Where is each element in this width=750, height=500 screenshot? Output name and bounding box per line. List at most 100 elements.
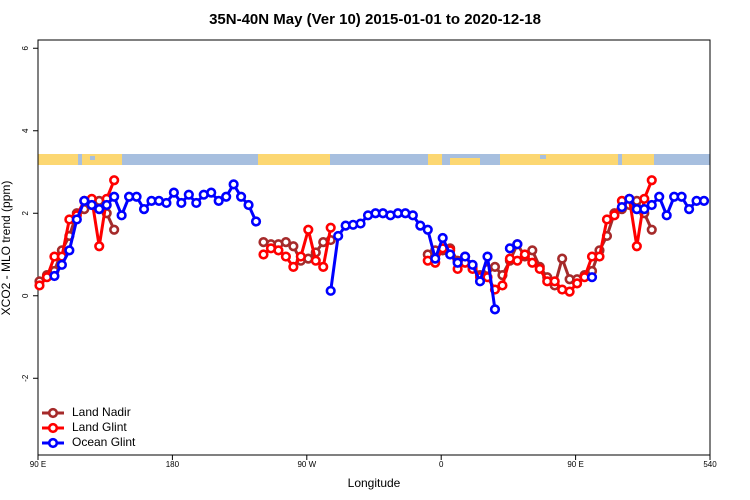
- data-point: [549, 276, 560, 287]
- legend-label: Land Glint: [72, 420, 127, 434]
- data-point: [258, 249, 269, 260]
- x-tick-label: 0: [439, 460, 444, 469]
- data-point: [228, 179, 239, 190]
- data-point: [295, 251, 306, 262]
- data-point: [176, 197, 187, 209]
- data-point: [109, 175, 120, 186]
- legend-label: Ocean Glint: [72, 435, 136, 449]
- data-point: [221, 191, 232, 202]
- data-point: [437, 232, 448, 244]
- x-tick-label: 180: [166, 460, 180, 469]
- data-point: [94, 204, 105, 215]
- data-point: [482, 251, 493, 262]
- data-point: [489, 304, 501, 315]
- data-point: [355, 218, 366, 229]
- data-point: [639, 193, 650, 204]
- data-point: [512, 255, 523, 266]
- data-point: [527, 245, 538, 256]
- data-point: [646, 199, 657, 211]
- data-point: [161, 197, 172, 209]
- data-point: [616, 201, 627, 213]
- data-point: [138, 204, 150, 215]
- data-point: [64, 245, 75, 256]
- data-point: [101, 199, 112, 211]
- y-tick-label: 2: [21, 210, 30, 215]
- data-point: [459, 251, 471, 262]
- data-point: [183, 189, 194, 200]
- x-tick-label: 90 E: [30, 460, 46, 469]
- data-point: [34, 280, 45, 291]
- data-point: [131, 191, 142, 202]
- legend-marker: [47, 437, 59, 449]
- data-point: [467, 259, 478, 270]
- data-point: [288, 241, 299, 252]
- data-point: [56, 259, 67, 270]
- data-point: [273, 245, 284, 256]
- y-axis-label: XCO2 - MLO trend (ppm): [0, 181, 13, 316]
- x-tick-label: 540: [703, 460, 717, 469]
- data-point: [654, 191, 665, 202]
- data-point: [676, 191, 687, 202]
- x-axis-label: Longitude: [348, 476, 401, 490]
- data-point: [288, 261, 299, 272]
- data-point: [452, 257, 463, 268]
- data-point: [527, 257, 538, 268]
- data-point: [407, 210, 418, 221]
- data-point: [303, 224, 314, 235]
- data-point: [318, 261, 329, 272]
- legend-marker: [47, 422, 59, 434]
- data-point: [109, 191, 120, 202]
- y-tick-label: 0: [21, 293, 30, 298]
- data-point: [661, 210, 672, 221]
- data-point: [191, 197, 202, 209]
- data-point: [564, 286, 575, 297]
- data-point: [280, 251, 291, 262]
- data-point: [571, 278, 583, 289]
- data-point: [430, 253, 441, 264]
- data-point: [519, 249, 530, 260]
- data-point: [609, 210, 620, 221]
- legend-label: Land Nadir: [72, 405, 131, 419]
- data-point: [168, 187, 179, 198]
- data-point: [683, 204, 695, 215]
- data-point: [325, 222, 336, 233]
- x-tick-label: 90 E: [567, 460, 583, 469]
- series: [49, 179, 710, 315]
- data-point: [504, 243, 515, 254]
- data-point: [646, 224, 657, 235]
- data-point: [206, 187, 217, 198]
- data-point: [557, 253, 568, 264]
- data-point: [415, 220, 426, 231]
- x-tick-label: 90 W: [297, 460, 316, 469]
- plot-frame: [37, 39, 711, 456]
- data-point: [422, 224, 433, 235]
- data-point: [586, 272, 598, 283]
- land-ocean-strip: [38, 154, 710, 165]
- data-point: [250, 216, 262, 227]
- data-point: [79, 195, 90, 206]
- data-point: [698, 195, 710, 206]
- data-point: [333, 230, 344, 242]
- data-point: [116, 210, 127, 221]
- data-point: [310, 255, 321, 266]
- data-point: [86, 199, 97, 211]
- y-tick-label: -2: [21, 374, 30, 382]
- data-point: [445, 249, 456, 260]
- data-point: [243, 199, 254, 211]
- chart-title: 35N-40N May (Ver 10) 2015-01-01 to 2020-…: [209, 11, 541, 28]
- data-point: [325, 285, 336, 296]
- data-point: [497, 280, 508, 291]
- legend-marker: [47, 407, 59, 419]
- data-point: [71, 214, 82, 225]
- data-point: [639, 204, 650, 215]
- data-point: [512, 239, 523, 250]
- data-point: [594, 251, 605, 262]
- data-point: [94, 241, 105, 252]
- data-point: [49, 270, 60, 282]
- y-tick-label: 6: [21, 45, 30, 50]
- data-point: [601, 214, 613, 225]
- y-tick-label: 4: [21, 128, 30, 133]
